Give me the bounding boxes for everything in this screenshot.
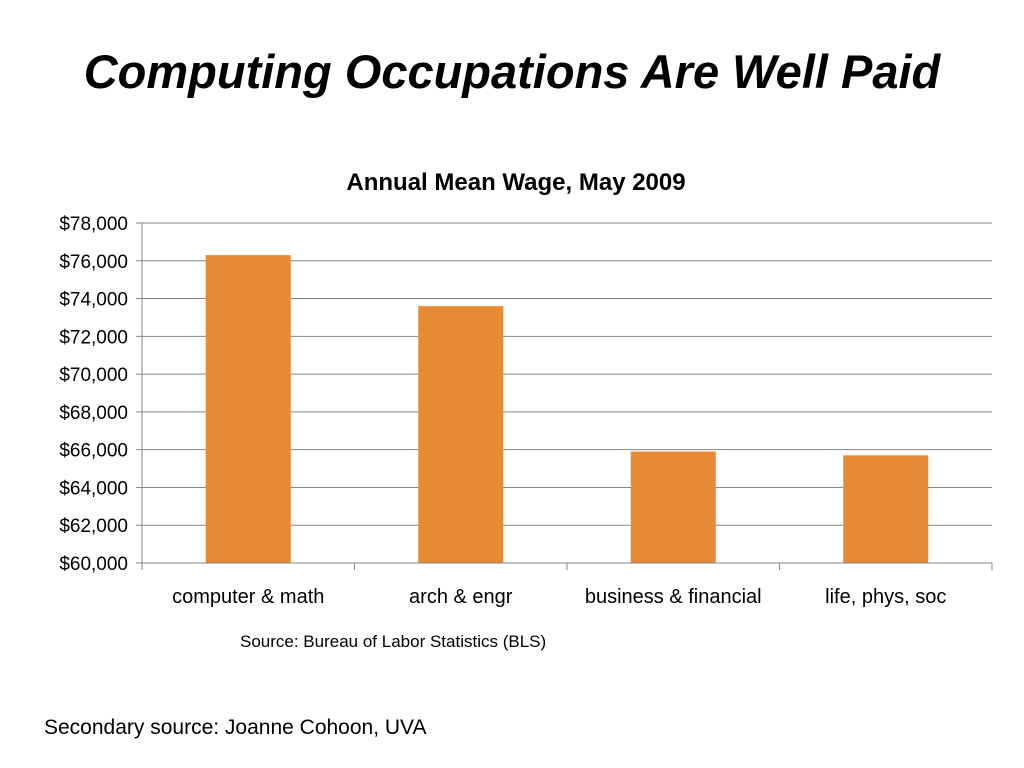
x-tick-label: computer & math — [172, 586, 324, 608]
y-tick-label: $60,000 — [59, 554, 128, 575]
bars — [205, 255, 929, 563]
y-tick-label: $74,000 — [59, 290, 128, 311]
y-tick-label: $66,000 — [59, 441, 128, 462]
slide-title: Computing Occupations Are Well Paid — [83, 45, 941, 98]
x-tick-label: arch & engr — [409, 586, 513, 608]
axes: $60,000 $62,000 $64,000 $66,000 $68,000 $70,0… — [59, 214, 993, 608]
x-tick-label: life, phys, soc — [825, 586, 946, 608]
secondary-source: Secondary source: Joanne Cohoon, UVA — [44, 716, 427, 739]
bar — [418, 306, 504, 563]
source-note: Source: Bureau of Labor Statistics (BLS) — [240, 632, 547, 651]
chart-title: Annual Mean Wage, May 2009 — [346, 169, 685, 196]
y-tick-label: $68,000 — [59, 403, 128, 424]
y-tick-label: $70,000 — [59, 365, 128, 386]
y-tick-label: $76,000 — [59, 252, 128, 273]
y-tick-label: $72,000 — [59, 327, 128, 348]
y-tick-label: $62,000 — [59, 516, 128, 537]
y-tick-label: $78,000 — [59, 214, 128, 235]
bar — [205, 255, 291, 563]
bar — [630, 451, 716, 563]
x-tick-label: business & financial — [585, 586, 762, 608]
y-tick-label: $64,000 — [59, 478, 128, 499]
bar — [843, 455, 929, 563]
